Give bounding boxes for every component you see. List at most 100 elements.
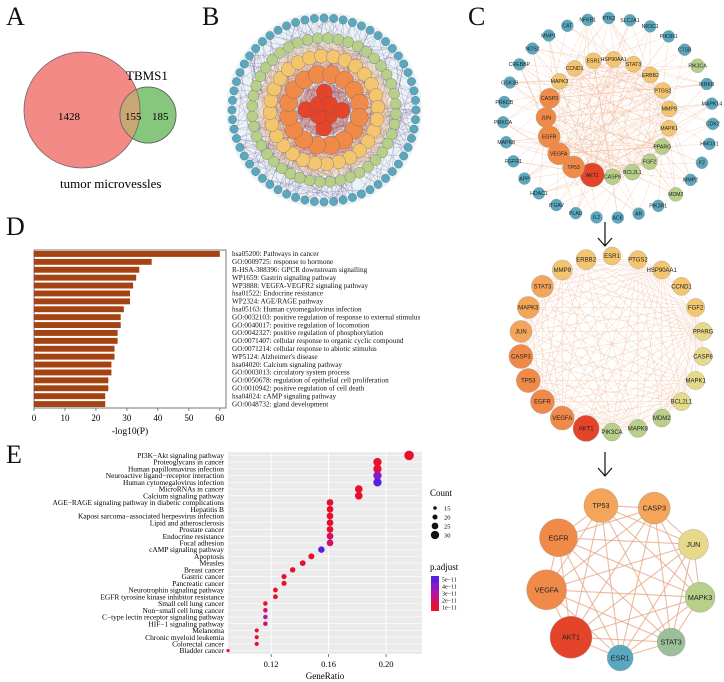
- network-node: TP53: [583, 488, 619, 523]
- network-node: PTGS2: [628, 250, 648, 269]
- x-tick-label: 0.12: [264, 659, 279, 669]
- node-label: CASP8: [604, 175, 621, 181]
- dot: [373, 457, 382, 467]
- bar-category-label: GO:0032103: positive regulation of respo…: [232, 313, 420, 321]
- network-node: MDM2: [652, 408, 671, 428]
- panel-label-a: A: [6, 2, 25, 31]
- venn-left-count: 1428: [58, 111, 81, 123]
- network-node: MDM2: [668, 187, 683, 202]
- node-label: BCL2L1: [623, 170, 642, 176]
- network-node: [300, 195, 310, 205]
- category-label: Human cytomegalovirus infection: [123, 478, 224, 487]
- network-node: VEGFA: [550, 405, 575, 431]
- x-tick-label: 30: [122, 413, 132, 423]
- network-node: VEGFA: [526, 569, 567, 610]
- network-node: [381, 37, 390, 46]
- category-label: Colorectal cancer: [172, 640, 224, 649]
- category-label: Neuroactive ligand−receptor interaction: [106, 471, 225, 480]
- network-node: [344, 171, 356, 183]
- network-node: [282, 189, 291, 199]
- node-label: EGFR: [548, 533, 568, 542]
- node-label: STAT3: [660, 638, 681, 647]
- venn-overlap-region: [120, 87, 141, 143]
- dot: [326, 519, 334, 527]
- node-label: MMP1: [541, 33, 556, 39]
- category-label: Hepatitis B: [191, 505, 225, 514]
- network-node: [246, 110, 258, 122]
- network-node: [284, 168, 297, 180]
- node-label: CCND1: [671, 284, 692, 290]
- network-node: [381, 68, 393, 81]
- network-node: PTK2: [602, 11, 615, 25]
- network-node: [260, 62, 272, 74]
- node-label: MAPK1: [686, 379, 707, 385]
- network-node: ACE: [611, 211, 624, 224]
- network-node: [248, 120, 260, 132]
- dot: [254, 635, 259, 640]
- arrow-down-icon: [597, 222, 613, 247]
- plot-frame: [33, 249, 227, 409]
- network-node: [247, 90, 260, 102]
- bar: [34, 369, 112, 376]
- network-node: [394, 159, 403, 169]
- node-label: IKBKB: [699, 82, 715, 88]
- network-node: [251, 167, 260, 176]
- network-node: [332, 33, 344, 46]
- category-label: Human papillomavirus infection: [128, 464, 224, 473]
- dot: [299, 560, 306, 566]
- bar: [34, 377, 109, 384]
- node-label: HDAC1: [530, 191, 548, 197]
- node-label: STAT3: [626, 62, 641, 68]
- network-node: [331, 154, 346, 170]
- x-axis-label: GeneRatio: [306, 671, 345, 681]
- network-node: CASP3: [539, 88, 560, 109]
- network-node: ESR1: [602, 246, 622, 266]
- network-node: [281, 62, 296, 77]
- network-node: [411, 96, 420, 105]
- network-node: MAPK1: [660, 120, 678, 137]
- network-node: PIK3CA: [601, 422, 623, 442]
- bar: [34, 266, 140, 273]
- category-label: Endocrine resistance: [163, 532, 225, 541]
- network-node: [258, 174, 267, 183]
- node-label: TP53: [521, 379, 536, 385]
- dot: [263, 621, 268, 626]
- node-label: F2: [699, 161, 705, 167]
- category-label: Measles: [200, 559, 224, 568]
- bar: [34, 314, 121, 321]
- network-node: STAT3: [625, 56, 642, 73]
- node-label: FGF2: [643, 160, 656, 166]
- category-label: Breast cancer: [184, 565, 225, 574]
- node-label: MAPK3: [688, 593, 712, 602]
- network-node: [353, 167, 366, 179]
- bar-category-label: hsa04024: cAMP signaling pathway: [232, 392, 337, 400]
- node-label: PLAU: [569, 211, 583, 217]
- node-label: ERBB2: [642, 73, 659, 79]
- dot: [354, 491, 363, 500]
- network-node: [322, 32, 334, 44]
- node-label: ESR1: [604, 254, 620, 260]
- venn-overlap-count: 155: [125, 111, 142, 123]
- network-node: PRKCB: [495, 95, 514, 109]
- network-node: [250, 80, 262, 92]
- node-label: PIK3R1: [649, 204, 667, 210]
- node-label: CCND1: [566, 66, 584, 72]
- network-node: [294, 172, 306, 184]
- node-label: MMP2: [683, 178, 698, 184]
- node-label: ITGAV: [549, 203, 565, 209]
- network-node: [245, 51, 254, 61]
- network-node: [251, 44, 260, 53]
- network-node: MAPK8: [497, 136, 515, 149]
- bar-category-label: GO:0048732: gland development: [232, 400, 328, 408]
- network-node: [266, 54, 279, 66]
- network-node: [373, 31, 383, 40]
- node-label: NR3C1: [642, 24, 659, 30]
- network-node: HDAC1: [530, 187, 548, 200]
- network-node: JUN: [535, 107, 557, 128]
- bar: [34, 298, 130, 305]
- network-node: HSP90AA1: [647, 260, 678, 280]
- node-label: CAT: [562, 24, 573, 30]
- network-node: [329, 14, 338, 23]
- x-tick-label: 40: [153, 413, 163, 423]
- node-label: PIK3CA: [688, 64, 707, 70]
